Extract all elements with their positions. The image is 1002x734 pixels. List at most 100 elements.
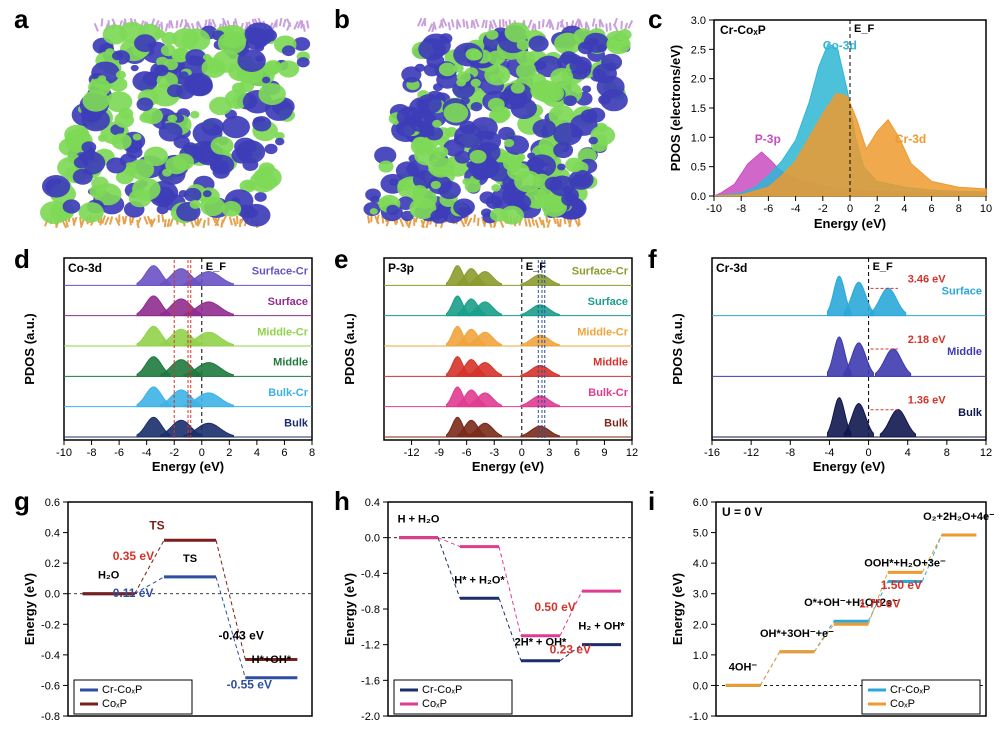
svg-text:H₂O: H₂O — [98, 570, 120, 582]
svg-text:4OH⁻: 4OH⁻ — [729, 661, 758, 673]
svg-text:P-3p: P-3p — [755, 132, 781, 146]
svg-text:H*+OH*: H*+OH* — [252, 654, 292, 666]
svg-text:Surface: Surface — [942, 285, 982, 297]
svg-text:TS: TS — [149, 519, 164, 533]
svg-text:3: 3 — [546, 447, 552, 459]
svg-text:Middle: Middle — [273, 357, 308, 369]
svg-text:Cr-CoₓP: Cr-CoₓP — [720, 23, 766, 37]
svg-text:Co-3d: Co-3d — [68, 261, 102, 275]
panel-i-plot: -1.00.01.02.03.04.05.06.04OH⁻OH*+3OH⁻+e⁻… — [668, 494, 994, 726]
svg-text:1.36 eV: 1.36 eV — [908, 395, 947, 407]
svg-text:Bulk-Cr: Bulk-Cr — [588, 387, 628, 399]
svg-text:0: 0 — [866, 447, 872, 459]
svg-text:-10: -10 — [706, 203, 722, 215]
svg-text:PDOS (a.u.): PDOS (a.u.) — [22, 313, 37, 385]
svg-text:Surface: Surface — [268, 296, 308, 308]
svg-text:E_F: E_F — [854, 23, 874, 35]
svg-text:0.5: 0.5 — [691, 162, 706, 174]
svg-text:E_F: E_F — [526, 261, 546, 273]
svg-text:6.0: 6.0 — [693, 497, 708, 509]
svg-text:6: 6 — [929, 203, 935, 215]
svg-text:8: 8 — [956, 203, 962, 215]
panel-c-plot: E_F-10-8-6-4-202468100.00.51.01.52.02.53… — [668, 12, 994, 232]
svg-text:TS: TS — [183, 553, 197, 565]
panel-e-plot: E_FSurface-CrSurfaceMiddle-CrMiddleBulk-… — [340, 252, 640, 474]
svg-text:-0.2: -0.2 — [41, 619, 60, 631]
panel-label-c: c — [648, 4, 662, 35]
svg-text:-0.55 eV: -0.55 eV — [227, 677, 272, 691]
svg-text:-8: -8 — [785, 447, 795, 459]
svg-text:-8: -8 — [87, 447, 97, 459]
svg-text:H₂ + OH*: H₂ + OH* — [578, 621, 625, 633]
svg-text:12: 12 — [980, 447, 992, 459]
svg-text:0: 0 — [519, 447, 525, 459]
svg-text:0.0: 0.0 — [693, 680, 708, 692]
svg-text:-12: -12 — [404, 447, 420, 459]
svg-text:0.2: 0.2 — [45, 558, 60, 570]
svg-text:6: 6 — [281, 447, 287, 459]
svg-text:-9: -9 — [434, 447, 444, 459]
svg-text:-6: -6 — [114, 447, 124, 459]
svg-text:10: 10 — [980, 203, 992, 215]
svg-text:0.23 eV: 0.23 eV — [550, 643, 591, 657]
svg-text:PDOS (a.u.): PDOS (a.u.) — [670, 313, 685, 385]
svg-text:Cr-CoₓP: Cr-CoₓP — [890, 684, 930, 696]
svg-text:8: 8 — [309, 447, 315, 459]
svg-text:0.4: 0.4 — [45, 528, 60, 540]
svg-text:3.0: 3.0 — [693, 589, 708, 601]
panel-label-i: i — [648, 486, 655, 517]
svg-text:-0.4: -0.4 — [41, 650, 60, 662]
svg-text:0: 0 — [199, 447, 205, 459]
panel-b-render — [358, 18, 642, 232]
svg-text:CoₓP: CoₓP — [890, 698, 915, 710]
svg-text:-12: -12 — [743, 447, 759, 459]
svg-text:-6: -6 — [462, 447, 472, 459]
svg-text:2.0: 2.0 — [691, 74, 706, 86]
svg-text:1.0: 1.0 — [693, 650, 708, 662]
svg-text:Surface: Surface — [588, 296, 628, 308]
panel-h-plot: -2.0-1.6-1.2-0.8-0.40.00.4H + H₂OH* + H₂… — [340, 494, 640, 726]
svg-text:Energy (eV): Energy (eV) — [342, 573, 357, 645]
svg-text:0.0: 0.0 — [365, 533, 380, 545]
svg-text:Surface-Cr: Surface-Cr — [252, 266, 309, 278]
svg-text:4: 4 — [901, 203, 907, 215]
svg-text:0.6: 0.6 — [45, 497, 60, 509]
svg-text:CoₓP: CoₓP — [422, 698, 447, 710]
svg-text:Middle: Middle — [593, 357, 628, 369]
svg-text:-4: -4 — [791, 203, 801, 215]
svg-text:9: 9 — [601, 447, 607, 459]
svg-text:6: 6 — [574, 447, 580, 459]
svg-text:Cr-CoₓP: Cr-CoₓP — [422, 684, 462, 696]
svg-text:OH*+3OH⁻+e⁻: OH*+3OH⁻+e⁻ — [760, 628, 834, 640]
svg-text:2.18 eV: 2.18 eV — [908, 334, 947, 346]
panel-label-f: f — [648, 244, 657, 275]
svg-text:Cr-CoₓP: Cr-CoₓP — [102, 684, 142, 696]
svg-text:H + H₂O: H + H₂O — [398, 514, 440, 526]
panel-f-plot: E_FSurface3.46 eVMiddle2.18 eVBulk1.36 e… — [668, 252, 994, 474]
svg-text:1.70 eV: 1.70 eV — [859, 596, 900, 610]
svg-text:PDOS (a.u.): PDOS (a.u.) — [342, 313, 357, 385]
svg-text:-4: -4 — [142, 447, 152, 459]
svg-text:Bulk: Bulk — [284, 417, 309, 429]
svg-text:-3: -3 — [489, 447, 499, 459]
svg-text:4: 4 — [905, 447, 911, 459]
svg-text:0: 0 — [847, 203, 853, 215]
svg-text:1.0: 1.0 — [691, 132, 706, 144]
panel-g-plot: -0.8-0.6-0.4-0.20.00.20.40.6H₂OTSH*+OH*T… — [20, 494, 320, 726]
svg-text:4.0: 4.0 — [693, 558, 708, 570]
svg-text:0.0: 0.0 — [691, 191, 706, 203]
svg-text:Cr-3d: Cr-3d — [716, 261, 747, 275]
svg-text:CoₓP: CoₓP — [102, 698, 127, 710]
svg-text:P-3p: P-3p — [388, 261, 414, 275]
svg-text:-0.4: -0.4 — [361, 568, 380, 580]
svg-text:Energy (eV): Energy (eV) — [814, 216, 886, 231]
svg-text:Cr-3d: Cr-3d — [895, 132, 926, 146]
panel-d-plot: E_FSurface-CrSurfaceMiddle-CrMiddleBulk-… — [20, 252, 320, 474]
panel-a-render — [38, 18, 322, 232]
svg-text:Co-3d: Co-3d — [823, 38, 857, 52]
svg-text:Energy (eV): Energy (eV) — [472, 459, 544, 474]
svg-text:12: 12 — [626, 447, 638, 459]
svg-text:-1.6: -1.6 — [361, 675, 380, 687]
svg-text:O₂+2H₂O+4e⁻: O₂+2H₂O+4e⁻ — [923, 511, 994, 523]
svg-text:-0.43 eV: -0.43 eV — [218, 629, 263, 643]
